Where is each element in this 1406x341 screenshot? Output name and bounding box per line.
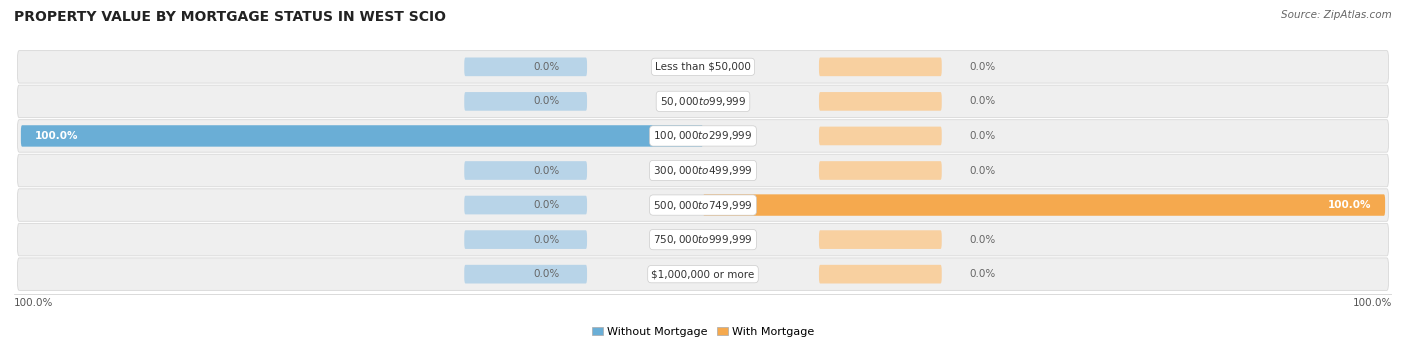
FancyBboxPatch shape: [464, 92, 588, 111]
FancyBboxPatch shape: [17, 85, 1389, 118]
FancyBboxPatch shape: [17, 154, 1389, 187]
Text: $50,000 to $99,999: $50,000 to $99,999: [659, 95, 747, 108]
Text: Less than $50,000: Less than $50,000: [655, 62, 751, 72]
Text: 0.0%: 0.0%: [533, 165, 560, 176]
FancyBboxPatch shape: [703, 194, 1385, 216]
FancyBboxPatch shape: [17, 258, 1389, 291]
Text: 100.0%: 100.0%: [1353, 298, 1392, 308]
Text: 0.0%: 0.0%: [969, 235, 995, 244]
Text: $1,000,000 or more: $1,000,000 or more: [651, 269, 755, 279]
Text: 0.0%: 0.0%: [969, 131, 995, 141]
Text: 0.0%: 0.0%: [533, 269, 560, 279]
Text: 0.0%: 0.0%: [969, 269, 995, 279]
FancyBboxPatch shape: [818, 58, 942, 76]
Text: $100,000 to $299,999: $100,000 to $299,999: [654, 130, 752, 143]
Text: 0.0%: 0.0%: [533, 97, 560, 106]
FancyBboxPatch shape: [17, 120, 1389, 152]
Legend: Without Mortgage, With Mortgage: Without Mortgage, With Mortgage: [588, 322, 818, 341]
FancyBboxPatch shape: [21, 125, 703, 147]
Text: 100.0%: 100.0%: [35, 131, 77, 141]
Text: 0.0%: 0.0%: [533, 200, 560, 210]
FancyBboxPatch shape: [818, 265, 942, 283]
FancyBboxPatch shape: [17, 50, 1389, 83]
Text: 0.0%: 0.0%: [533, 62, 560, 72]
Text: 100.0%: 100.0%: [14, 298, 53, 308]
Text: 0.0%: 0.0%: [969, 165, 995, 176]
FancyBboxPatch shape: [464, 58, 588, 76]
FancyBboxPatch shape: [464, 265, 588, 283]
FancyBboxPatch shape: [818, 92, 942, 111]
FancyBboxPatch shape: [464, 161, 588, 180]
Text: $300,000 to $499,999: $300,000 to $499,999: [654, 164, 752, 177]
Text: $500,000 to $749,999: $500,000 to $749,999: [654, 198, 752, 211]
Text: 0.0%: 0.0%: [969, 62, 995, 72]
FancyBboxPatch shape: [818, 127, 942, 145]
FancyBboxPatch shape: [818, 161, 942, 180]
FancyBboxPatch shape: [17, 223, 1389, 256]
Text: PROPERTY VALUE BY MORTGAGE STATUS IN WEST SCIO: PROPERTY VALUE BY MORTGAGE STATUS IN WES…: [14, 10, 446, 24]
FancyBboxPatch shape: [818, 230, 942, 249]
Text: 0.0%: 0.0%: [969, 97, 995, 106]
Text: 100.0%: 100.0%: [1329, 200, 1371, 210]
FancyBboxPatch shape: [464, 230, 588, 249]
FancyBboxPatch shape: [464, 196, 588, 214]
Text: 0.0%: 0.0%: [533, 235, 560, 244]
Text: $750,000 to $999,999: $750,000 to $999,999: [654, 233, 752, 246]
FancyBboxPatch shape: [17, 189, 1389, 221]
Text: Source: ZipAtlas.com: Source: ZipAtlas.com: [1281, 10, 1392, 20]
